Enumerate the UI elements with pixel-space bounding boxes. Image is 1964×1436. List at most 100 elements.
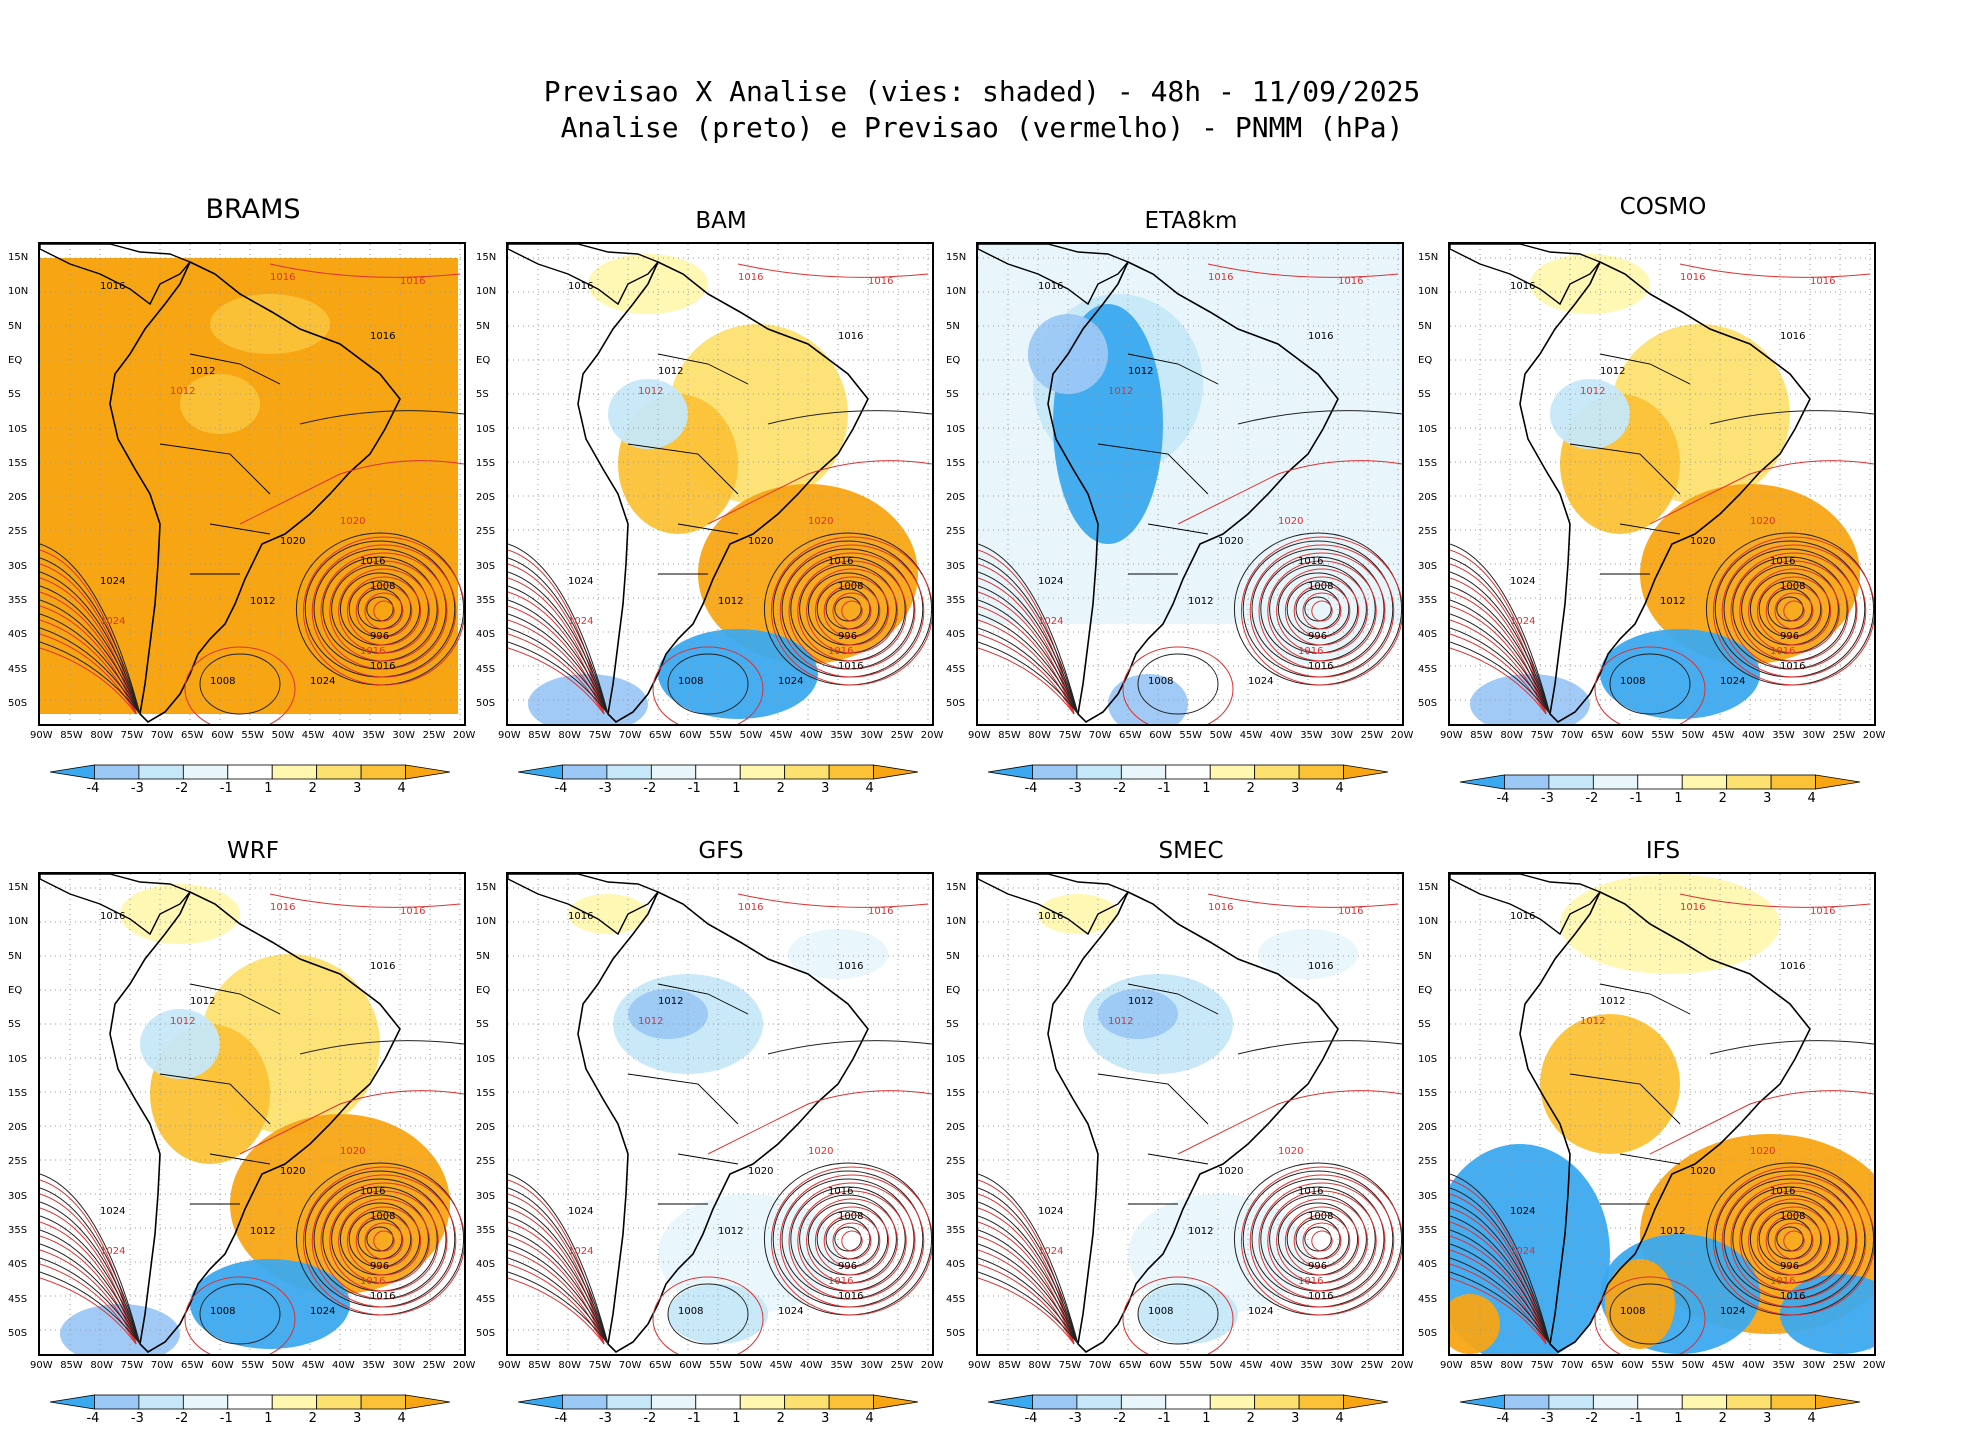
map-frame: 1016 1016 1016 1008 996 1016 1024 1024 1012 1020 1… — [976, 872, 1404, 1356]
analysis-isobar — [1304, 596, 1332, 622]
lon-tick-label: 60W — [1149, 730, 1172, 741]
colorbar-label: 1 — [1674, 1411, 1683, 1426]
lat-tick-label: 10S — [946, 1053, 966, 1065]
lat-tick-label: 15N — [1418, 252, 1439, 263]
lat-tick-label: 45S — [946, 663, 966, 675]
colorbar-label: -2 — [1585, 791, 1599, 806]
lon-tick-label: 45W — [1239, 1360, 1263, 1371]
forecast-isobar — [1207, 893, 1399, 908]
lat-tick-label: 20S — [476, 492, 496, 504]
colorbar-segment — [1459, 774, 1505, 790]
forecast-isobar — [338, 1198, 430, 1284]
forecast-isobar — [508, 1179, 605, 1345]
lon-tick-label: 30W — [1330, 1360, 1354, 1371]
lon-tick-label: 80W — [90, 730, 114, 741]
analysis-isobar — [1304, 1226, 1332, 1252]
colorbar-segment — [405, 764, 451, 780]
lat-tick-label: 45S — [8, 1293, 28, 1305]
colorbar-segment — [271, 764, 318, 780]
lon-tick-label: 90W — [498, 730, 521, 741]
lat-tick-label: 35S — [476, 1225, 496, 1236]
colorbar-segment — [1592, 774, 1639, 790]
lat-tick-label: 15N — [946, 882, 967, 893]
lon-tick-label: 75W — [120, 1360, 144, 1371]
analysis-isobar — [978, 571, 1079, 715]
lat-tick-label: 50S — [8, 1327, 28, 1339]
colorbar-segment — [1165, 1394, 1211, 1410]
analysis-isobar — [299, 410, 464, 425]
lon-tick-label: 85W — [998, 1360, 1021, 1371]
colorbar-label: 3 — [821, 781, 830, 796]
contour-label: 1016 — [370, 331, 395, 342]
lat-tick-label: 15N — [476, 882, 497, 893]
forecast-isobar — [797, 1190, 907, 1292]
analysis-isobar — [40, 1229, 141, 1345]
contour-label: 1016 — [1308, 1291, 1333, 1302]
colorbar-segment — [517, 764, 563, 780]
forecast-isobar — [1450, 1179, 1547, 1345]
lat-tick-label: 20S — [476, 1122, 496, 1134]
colorbar-label: -2 — [175, 1411, 189, 1426]
colorbar-segment — [405, 1394, 451, 1410]
lat-tick-label: 25S — [1418, 1156, 1438, 1168]
coastline — [1450, 874, 1602, 936]
contour-label: 1012 — [1580, 1016, 1605, 1027]
contour-label: 996 — [1780, 1261, 1799, 1272]
colorbar — [987, 1394, 1389, 1414]
lon-tick-label: 70W — [1088, 1360, 1112, 1371]
analysis-isobar — [1776, 596, 1804, 622]
colorbar-segment — [138, 764, 184, 780]
lat-tick-label: 20S — [946, 492, 966, 504]
forecast-isobar — [329, 1190, 439, 1292]
contour-label: 1012 — [1108, 1016, 1133, 1027]
forecast-isobar — [320, 552, 448, 670]
forecast-isobar — [1649, 460, 1874, 525]
lat-tick-label: 30S — [1418, 1190, 1438, 1202]
analysis-isobar — [40, 613, 141, 715]
forecast-isobar — [269, 263, 461, 278]
colorbar-segment — [1120, 1394, 1167, 1410]
contour-label: 1016 — [370, 1291, 395, 1302]
coastline — [508, 874, 660, 936]
forecast-isobar — [269, 893, 461, 908]
lon-tick-label: 25W — [422, 1360, 446, 1371]
lat-tick-label: 20S — [8, 1122, 28, 1134]
lon-tick-label: 25W — [1360, 730, 1384, 741]
forecast-isobar — [1748, 568, 1840, 654]
forecast-isobar — [707, 1090, 932, 1155]
lon-tick-label: 45W — [301, 730, 325, 741]
contour-label: 1016 — [1810, 906, 1835, 917]
lon-tick-label: 85W — [1470, 730, 1493, 741]
lat-tick-label: 10S — [8, 423, 28, 435]
forecast-isobar — [823, 584, 881, 638]
colorbar-segment — [873, 1394, 919, 1410]
panel-title: BAM — [695, 208, 747, 234]
contour-label: 1024 — [1720, 676, 1745, 687]
lat-tick-label: 30S — [476, 560, 496, 572]
lon-tick-label: 60W — [1149, 1360, 1172, 1371]
contour-label: 1016 — [1770, 556, 1795, 567]
lat-tick-label: 10S — [946, 423, 966, 435]
forecast-isobar — [1450, 633, 1547, 715]
lat-tick-label: 5N — [476, 950, 490, 962]
contour-label: 996 — [370, 1261, 389, 1272]
contour-label: 1012 — [170, 1016, 195, 1027]
lon-tick-label: 40W — [1742, 1360, 1765, 1371]
colorbar-label: 2 — [776, 781, 785, 796]
colorbar-label: -3 — [598, 1411, 612, 1426]
analysis-isobar — [1450, 1229, 1551, 1345]
forecast-isobar — [364, 1222, 404, 1260]
contour-label: 1008 — [838, 1211, 863, 1222]
lat-tick-label: 5N — [1418, 320, 1432, 332]
contour-label: 1016 — [838, 661, 863, 672]
colorbar-label: -3 — [598, 781, 612, 796]
lon-tick-label: 20W — [1862, 730, 1886, 741]
forecast-isobar — [1293, 584, 1351, 638]
lon-tick-label: 45W — [1711, 730, 1735, 741]
colorbar-label: -1 — [687, 1411, 701, 1426]
lat-tick-label: 50S — [1418, 1327, 1438, 1339]
contour-label: 1024 — [1720, 1306, 1745, 1317]
lon-tick-label: 25W — [1832, 730, 1856, 741]
contour-label: 1016 — [1298, 1186, 1323, 1197]
analysis-isobar — [767, 410, 932, 425]
